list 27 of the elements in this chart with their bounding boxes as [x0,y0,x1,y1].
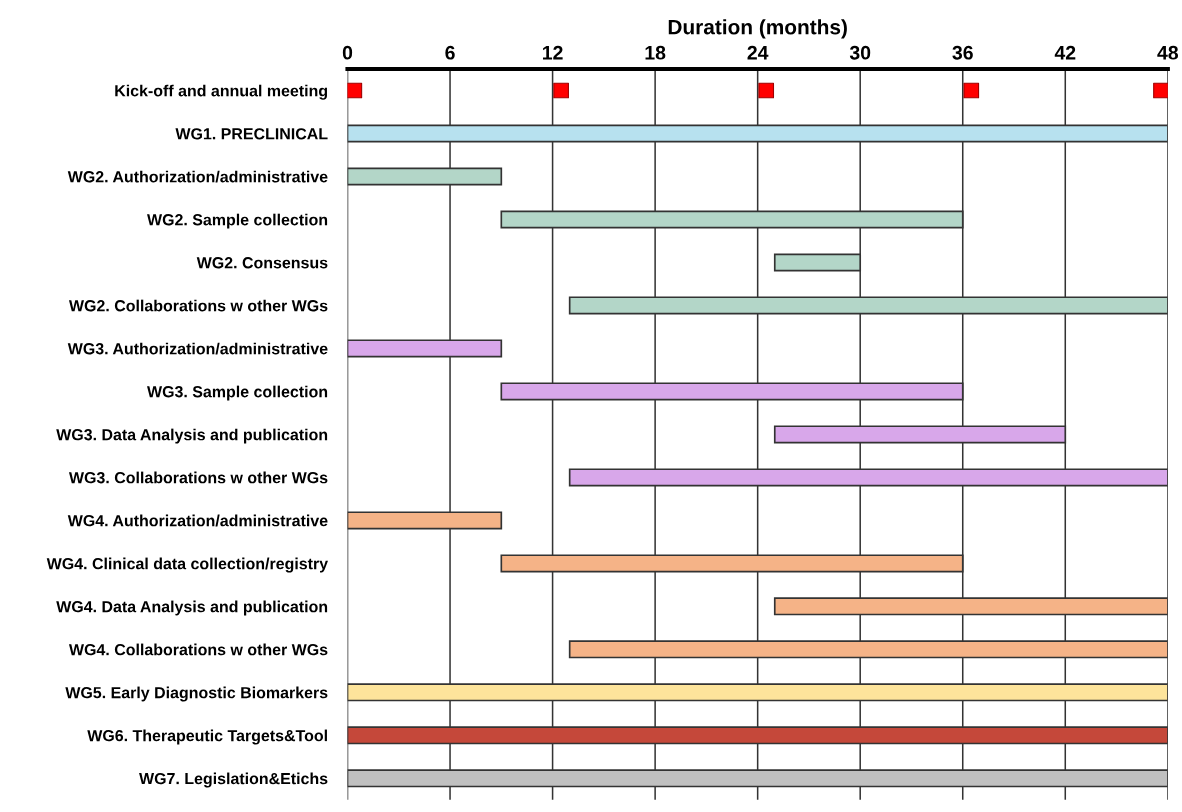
x-tick-label: 0 [342,45,353,60]
y-tick-label: WG2. Collaborations w other WGs [68,299,328,312]
y-tick-label: WG2. Authorization/administrative [67,170,328,183]
y-tick-label: WG4. Clinical data collection/registry [46,557,328,573]
x-tick-label: 6 [445,45,455,60]
y-tick-label: WG3. Collaborations w other WGs [68,471,328,484]
y-tick-label: Kick-off and annual meeting [115,84,328,100]
y-tick-label: WG1. PRECLINICAL [175,128,328,140]
x-tick-label: 36 [952,45,973,60]
y-tick-label: WG4. Authorization/administrative [67,514,328,527]
y-tick-label: WG6. Therapeutic Targets&Tool [87,729,327,745]
y-tick-label: WG3. Data Analysis and publication [56,428,328,444]
y-tick-label: WG2. Sample collection [147,213,328,229]
y-tick-label: WG3. Sample collection [147,385,328,401]
x-tick-label: 48 [1157,45,1179,60]
x-tick-label: 18 [645,45,666,60]
x-tick-label: 12 [543,45,563,60]
y-tick-label: WG7. Legislation&Etichs [139,772,328,788]
y-tick-label: WG4. Collaborations w other WGs [68,643,328,656]
y-tick-label: WG2. Consensus [196,257,328,269]
y-tick-label: WG4. Data Analysis and publication [56,600,328,616]
y-tick-label: WG3. Authorization/administrative [67,342,328,355]
x-tick-label: 30 [849,45,871,60]
x-tick-label: 42 [1054,45,1076,60]
y-tick-label: WG5. Early Diagnostic Biomarkers [65,686,328,702]
x-axis-title: Duration (months) [668,19,847,39]
x-tick-label: 24 [747,45,769,60]
